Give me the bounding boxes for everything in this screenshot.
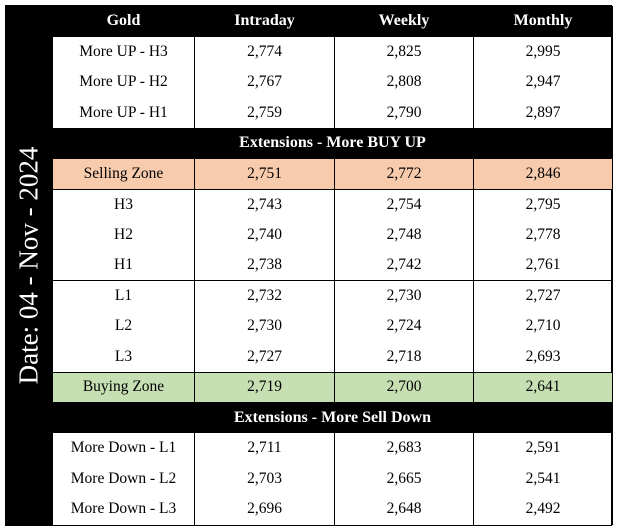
header-gold: Gold: [52, 6, 195, 37]
intraday-value: 2,738: [194, 250, 335, 281]
monthly-value: 2,591: [473, 433, 613, 464]
intraday-value: 2,774: [194, 36, 335, 67]
monthly-value: 2,947: [473, 67, 613, 98]
weekly-value: 2,665: [334, 463, 474, 494]
table-row: L1 2,732 2,730 2,727: [52, 280, 613, 311]
row-label: H3: [52, 189, 195, 220]
intraday-value: 2,727: [194, 341, 335, 372]
table-row: More UP - H2 2,767 2,808 2,947: [52, 67, 613, 98]
monthly-value: 2,693: [473, 341, 613, 372]
header-monthly: Monthly: [473, 6, 613, 37]
intraday-value: 2,732: [194, 280, 335, 311]
table-row: More Down - L2 2,703 2,665 2,541: [52, 463, 613, 494]
monthly-value: 2,761: [473, 250, 613, 281]
table-row: H1 2,738 2,742 2,761: [52, 250, 613, 281]
section-title-sell-down: Extensions - More Sell Down: [52, 402, 613, 433]
header-intraday: Intraday: [194, 6, 335, 37]
intraday-value: 2,751: [194, 158, 335, 190]
intraday-value: 2,719: [194, 371, 335, 403]
row-label: Selling Zone: [52, 158, 195, 190]
section-row-buy-up: Extensions - More BUY UP: [52, 128, 613, 159]
row-label: Buying Zone: [52, 371, 195, 403]
monthly-value: 2,641: [473, 371, 613, 403]
weekly-value: 2,808: [334, 67, 474, 98]
header-row: Gold Intraday Weekly Monthly: [52, 6, 613, 37]
table-row: More UP - H1 2,759 2,790 2,897: [52, 97, 613, 128]
intraday-value: 2,696: [194, 494, 335, 525]
row-label: More UP - H3: [52, 36, 195, 67]
intraday-value: 2,767: [194, 67, 335, 98]
row-label: More UP - H2: [52, 67, 195, 98]
weekly-value: 2,730: [334, 280, 474, 311]
section-row-sell-down: Extensions - More Sell Down: [52, 402, 613, 433]
table-row: L3 2,727 2,718 2,693: [52, 341, 613, 372]
table-row: H2 2,740 2,748 2,778: [52, 219, 613, 250]
monthly-value: 2,897: [473, 97, 613, 128]
monthly-value: 2,846: [473, 158, 613, 190]
table-row: H3 2,743 2,754 2,795: [52, 189, 613, 220]
intraday-value: 2,730: [194, 311, 335, 342]
weekly-value: 2,772: [334, 158, 474, 190]
weekly-value: 2,754: [334, 189, 474, 220]
row-label: L2: [52, 311, 195, 342]
selling-zone-row: Selling Zone 2,751 2,772 2,846: [52, 158, 613, 190]
monthly-value: 2,778: [473, 219, 613, 250]
weekly-value: 2,748: [334, 219, 474, 250]
weekly-value: 2,683: [334, 433, 474, 464]
row-label: More Down - L2: [52, 463, 195, 494]
table-row: L2 2,730 2,724 2,710: [52, 311, 613, 342]
date-sidebar: Date: 04 - Nov - 2024: [5, 5, 52, 526]
gold-levels-table: Gold Intraday Weekly Monthly More UP - H…: [52, 6, 613, 525]
weekly-value: 2,648: [334, 494, 474, 525]
section-title-buy-up: Extensions - More BUY UP: [52, 128, 613, 159]
monthly-value: 2,710: [473, 311, 613, 342]
header-weekly: Weekly: [334, 6, 474, 37]
weekly-value: 2,724: [334, 311, 474, 342]
row-label: L1: [52, 280, 195, 311]
monthly-value: 2,727: [473, 280, 613, 311]
weekly-value: 2,700: [334, 371, 474, 403]
intraday-value: 2,703: [194, 463, 335, 494]
date-label: Date: 04 - Nov - 2024: [13, 146, 44, 385]
weekly-value: 2,742: [334, 250, 474, 281]
row-label: More Down - L3: [52, 494, 195, 525]
weekly-value: 2,718: [334, 341, 474, 372]
buying-zone-row: Buying Zone 2,719 2,700 2,641: [52, 371, 613, 403]
table-row: More Down - L3 2,696 2,648 2,492: [52, 494, 613, 525]
monthly-value: 2,795: [473, 189, 613, 220]
table-row: More UP - H3 2,774 2,825 2,995: [52, 36, 613, 67]
intraday-value: 2,711: [194, 433, 335, 464]
table-row: More Down - L1 2,711 2,683 2,591: [52, 433, 613, 464]
row-label: H2: [52, 219, 195, 250]
intraday-value: 2,740: [194, 219, 335, 250]
row-label: More Down - L1: [52, 433, 195, 464]
row-label: H1: [52, 250, 195, 281]
intraday-value: 2,759: [194, 97, 335, 128]
weekly-value: 2,825: [334, 36, 474, 67]
row-label: L3: [52, 341, 195, 372]
monthly-value: 2,541: [473, 463, 613, 494]
row-label: More UP - H1: [52, 97, 195, 128]
intraday-value: 2,743: [194, 189, 335, 220]
weekly-value: 2,790: [334, 97, 474, 128]
monthly-value: 2,995: [473, 36, 613, 67]
monthly-value: 2,492: [473, 494, 613, 525]
